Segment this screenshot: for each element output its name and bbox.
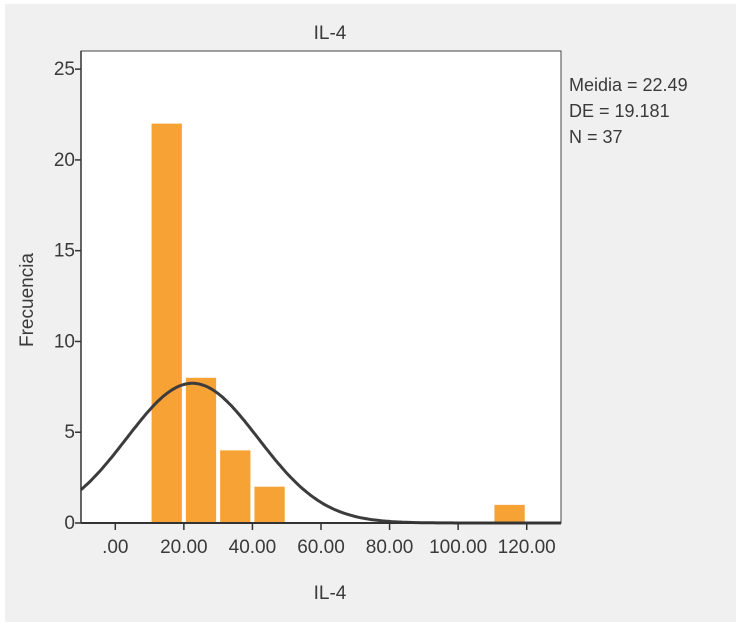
y-tick-label-5: 5 [64,422,75,443]
y-ticks: 0 5 10 15 20 25 [54,59,81,534]
x-tick-label-80: 80.00 [366,537,414,558]
histogram-bar-3 [220,450,251,523]
y-tick-label-25: 25 [54,59,75,80]
histogram-chart: IL-4 0 5 10 15 20 25 .00 20.00 40.00 60.00 80.00 1… [17,23,688,604]
x-tick-label-0: .00 [102,537,128,558]
stat-mean: Meidia = 22.49 [569,75,688,95]
y-tick-label-15: 15 [54,241,75,262]
stat-sd: DE = 19.181 [569,101,670,121]
histogram-bar-4 [254,486,285,523]
stat-n: N = 37 [569,127,623,147]
y-tick-label-20: 20 [54,150,75,171]
y-axis-label: Frecuencia [17,253,38,347]
x-tick-label-20: 20.00 [160,537,208,558]
x-axis-label: IL-4 [314,583,347,604]
x-tick-label-120: 120.00 [498,537,556,558]
histogram-bar-5 [494,504,525,523]
x-tick-label-60: 60.00 [297,537,345,558]
chart-figure: IL-4 0 5 10 15 20 25 .00 20.00 40.00 60.00 80.00 1… [5,4,736,622]
histogram-bar-1 [151,123,182,523]
histogram-bar-2 [185,377,217,523]
x-ticks: .00 20.00 40.00 60.00 80.00 100.00 120.00 [102,523,556,558]
chart-title: IL-4 [314,23,347,44]
x-tick-label-100: 100.00 [429,537,487,558]
y-tick-label-10: 10 [54,331,75,352]
y-tick-label-0: 0 [64,513,75,534]
x-tick-label-40: 40.00 [229,537,277,558]
bars-group [151,123,525,523]
